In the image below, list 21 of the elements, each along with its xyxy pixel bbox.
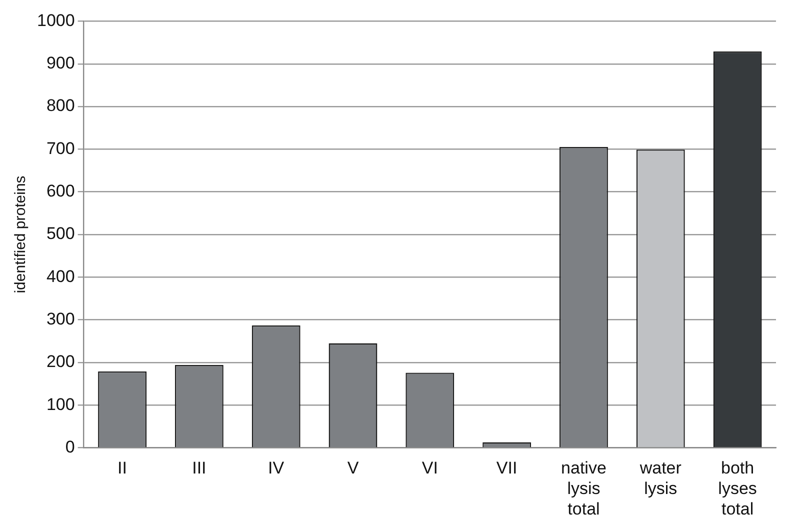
- x-tick-label: both lyses total: [718, 458, 757, 518]
- x-tick-label: native lysis total: [561, 458, 606, 518]
- y-tick-label: 900: [46, 54, 75, 73]
- x-tick-label: III: [192, 458, 206, 478]
- y-tick-label: 200: [46, 352, 75, 372]
- y-tick-label: 800: [46, 96, 75, 116]
- x-tick-label: II: [118, 458, 127, 478]
- x-tick-label: V: [347, 458, 360, 478]
- y-tick-label: 1000: [36, 10, 75, 30]
- x-tick-label: IV: [268, 458, 285, 478]
- y-axis-title: identified proteins: [12, 176, 30, 294]
- y-tick-label: 500: [46, 224, 75, 244]
- y-tick-label: 0: [65, 437, 75, 456]
- y-tick-label: 400: [46, 266, 75, 286]
- y-tick-label: 100: [46, 394, 75, 414]
- y-tick-label: 300: [46, 310, 75, 329]
- x-tick-label: VII: [496, 458, 518, 478]
- y-tick-label: 700: [46, 138, 75, 158]
- y-tick-label: 600: [46, 182, 75, 201]
- x-tick-label: VI: [422, 458, 438, 478]
- x-tick-label: water lysis: [638, 458, 682, 498]
